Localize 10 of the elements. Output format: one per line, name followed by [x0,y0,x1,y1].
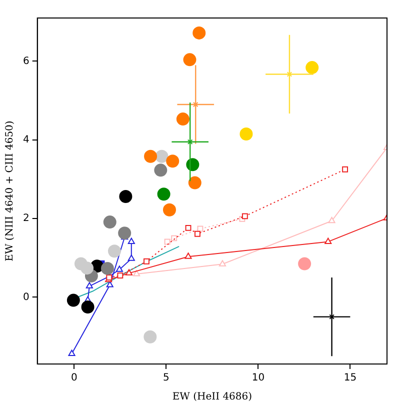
y-tick-label: 6 [22,56,30,67]
y-tick-label: 0 [22,292,30,303]
y-axis-title: EW (NIII 4640 + CIII 4650) [4,120,16,262]
x-tick-label: 5 [162,372,170,384]
y-tick-label: 2 [22,213,30,224]
x-tick-label: 0 [70,372,78,384]
y-tick-label: 4 [22,134,30,146]
x-axis-title: EW (HeII 4686) [172,392,252,403]
x-tick-label: 10 [252,372,265,384]
x-tick-label: 15 [344,372,357,384]
